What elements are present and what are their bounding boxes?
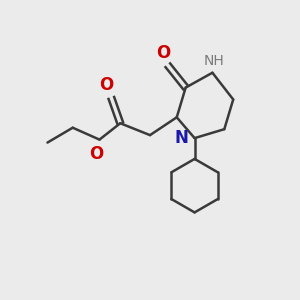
Text: O: O [89,145,103,163]
Text: O: O [156,44,170,62]
Text: N: N [174,128,188,146]
Text: O: O [99,76,113,94]
Text: NH: NH [203,54,224,68]
